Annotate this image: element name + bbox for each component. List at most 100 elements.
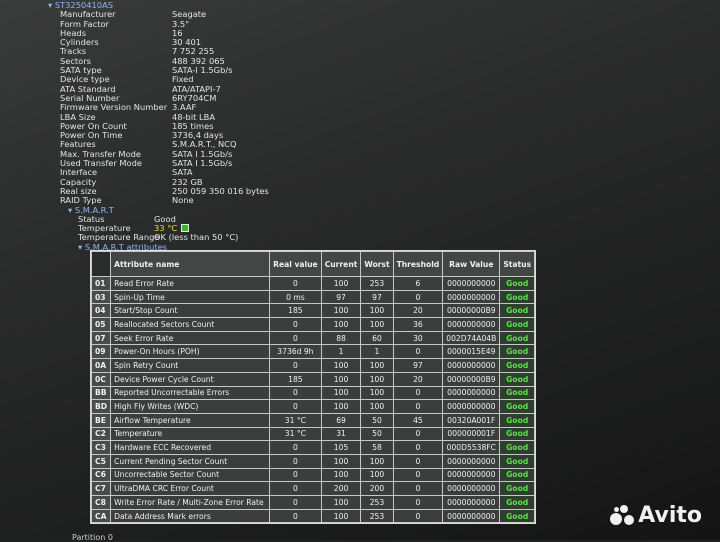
table-row: 07 Seek Error Rate 0 88 60 30 002D74A04B Good: [92, 331, 535, 345]
raw-value: 0000000000: [443, 359, 500, 372]
table-row: C2 Temperature 31 °C 31 50 0 000000001F Good: [92, 427, 535, 441]
current-value: 100: [321, 277, 361, 290]
current-value: 100: [321, 372, 361, 386]
raw-value: 0000015E49: [443, 345, 500, 359]
attribute-name: High Fly Writes (WDC): [111, 400, 270, 413]
property-label: Capacity: [60, 176, 97, 187]
worst-value: 50: [361, 413, 393, 427]
property-value: 30 401: [172, 37, 202, 48]
current-value: 97: [321, 290, 361, 304]
status-badge: Good: [500, 277, 535, 290]
worst-value: 100: [361, 372, 393, 386]
property-row: Firmware Version Number 3.AAF: [48, 102, 269, 112]
property-label: Serial Number: [60, 92, 120, 103]
worst-value: 100: [361, 359, 393, 372]
attribute-name: Write Error Rate / Multi-Zone Error Rate: [111, 496, 270, 509]
avito-watermark: Avito: [610, 503, 702, 528]
table-row: C3 Hardware ECC Recovered 0 105 58 0 000D5538F…: [92, 441, 535, 454]
property-label: RAID Type: [60, 195, 102, 206]
current-value: 100: [321, 509, 361, 523]
current-value: 88: [321, 331, 361, 345]
properties-list: Manufacturer Seagate Form Factor 3.5" Heads 1…: [48, 9, 269, 206]
value: OK (less than 50 °C): [154, 232, 239, 243]
avito-logo-icon: [610, 504, 635, 527]
attribute-id: C7: [92, 482, 111, 495]
attribute-name: Temperature: [111, 427, 270, 441]
status-badge: Good: [500, 441, 535, 454]
table-row: C5 Current Pending Sector Count 0 100 100 0 00…: [92, 454, 535, 468]
property-value: 232 GB: [172, 176, 203, 187]
worst-value: 97: [361, 290, 393, 304]
table-row: BE Airflow Temperature 31 °C 69 50 45 00320A00…: [92, 413, 535, 427]
property-label: Real size: [60, 185, 97, 196]
attribute-name: Uncorrectable Sector Count: [111, 468, 270, 482]
value: Good: [154, 213, 176, 224]
property-row: Power On Count 185 times: [48, 121, 269, 131]
worst-value: 1: [361, 345, 393, 359]
property-row: Sectors 488 392 065: [48, 56, 269, 66]
property-value: 3.5": [172, 18, 190, 29]
raw-value: 0000000000: [443, 386, 500, 400]
status-badge: Good: [500, 304, 535, 318]
worst-value: 100: [361, 318, 393, 331]
property-row: SATA type SATA-I 1.5Gb/s: [48, 65, 269, 76]
attribute-name: Airflow Temperature: [111, 413, 270, 427]
threshold-value: 0: [393, 454, 443, 468]
smart-node[interactable]: ▾ S.M.A.R.T: [68, 204, 114, 215]
status-badge: Good: [500, 468, 535, 482]
current-value: 69: [321, 413, 361, 427]
threshold-value: 0: [393, 482, 443, 495]
property-value: SATA-I 1.5Gb/s: [172, 65, 233, 76]
status-badge: Good: [500, 509, 535, 523]
attribute-id: BD: [92, 400, 111, 413]
attribute-name-header: Attribute name: [111, 252, 270, 276]
avito-text: Avito: [638, 503, 702, 528]
raw-value: 0000000000: [443, 318, 500, 331]
status-badge: Good: [500, 427, 535, 441]
worst-value: 100: [361, 400, 393, 413]
real-value: 0: [270, 318, 321, 331]
attribute-name: Spin-Up Time: [111, 290, 270, 304]
threshold-header: Threshold: [393, 252, 443, 276]
threshold-value: 30: [393, 331, 443, 345]
current-value: 31: [321, 427, 361, 441]
device-name: ST3250410AS: [54, 0, 114, 10]
attribute-name: Read Error Rate: [111, 277, 270, 290]
threshold-value: 0: [393, 427, 443, 441]
raw-value: 00320A001F: [443, 413, 500, 427]
device-node[interactable]: ▾ ST3250410AS: [48, 0, 114, 10]
table-row: C7 UltraDMA CRC Error Count 0 200 200 0 000000…: [92, 482, 535, 495]
property-row: LBA Size 48-bit LBA: [48, 111, 269, 122]
raw-value: 0000000000: [443, 509, 500, 523]
raw-value: 00000000B9: [443, 372, 500, 386]
attribute-name: Current Pending Sector Count: [111, 454, 270, 468]
property-row: Serial Number 6RY704CM: [48, 92, 269, 103]
property-value: 48-bit LBA: [172, 111, 216, 122]
real-value: 0: [270, 509, 321, 523]
property-value: SATA I 1.5Gb/s: [172, 148, 233, 159]
current-value: 100: [321, 468, 361, 482]
attribute-id: 04: [92, 304, 111, 318]
status-header: Status: [500, 252, 535, 276]
worst-value: 100: [361, 304, 393, 318]
table-row: BB Reported Uncorrectable Errors 0 100 100 0 0…: [92, 386, 535, 400]
status-badge: Good: [500, 496, 535, 509]
raw-value: 00000000B9: [443, 304, 500, 318]
property-row: Device type Fixed: [48, 74, 269, 85]
table-row: 01 Read Error Rate 0 100 253 6 0000000000 Good: [92, 277, 535, 290]
property-row: RAID Type None: [48, 195, 269, 206]
partition-node[interactable]: Partition 0: [72, 533, 113, 542]
real-value: 185: [270, 372, 321, 386]
current-value: 105: [321, 441, 361, 454]
id-header: [92, 252, 111, 276]
real-value: 0: [270, 386, 321, 400]
property-value: ATA/ATAPI-7: [172, 83, 221, 94]
current-value: 100: [321, 454, 361, 468]
smart-attributes-node[interactable]: ▾ S.M.A.R.T attributes: [78, 241, 168, 252]
real-value: 31 °C: [270, 413, 321, 427]
status-badge: Good: [500, 454, 535, 468]
property-value: Fixed: [172, 74, 194, 85]
worst-value: 58: [361, 441, 393, 454]
device-tree: ▾ ST3250410AS Manufacturer Seagate Form Fa…: [48, 0, 269, 252]
current-value: 200: [321, 482, 361, 495]
